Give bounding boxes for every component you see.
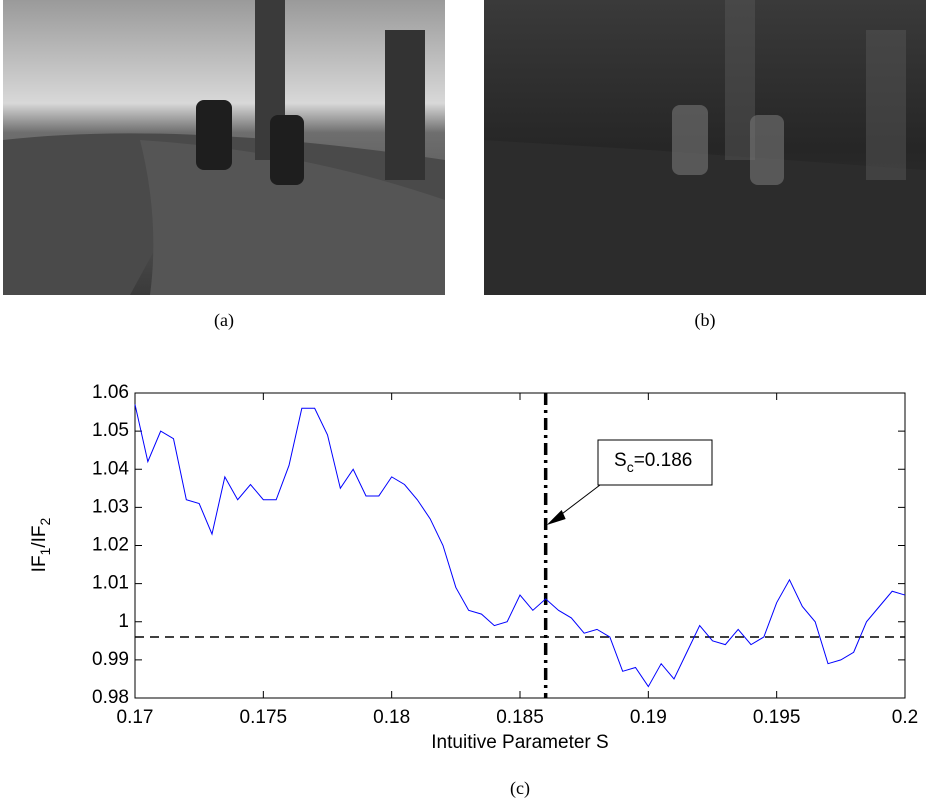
annotation-part: S [614,450,627,471]
x-tick-label: 0.19 [630,707,667,728]
x-tick-label: 0.175 [240,707,288,728]
y-label-part: IF [29,555,50,572]
y-tick-label: 0.98 [92,687,129,708]
y-tick-label: 1 [118,611,129,632]
y-tick-label: 1.03 [92,496,129,517]
x-tick-label: 0.195 [753,707,801,728]
data-line [134,404,906,688]
x-axis-label: Intuitive Parameter S [431,732,608,753]
x-tick-label: 0.18 [373,707,410,728]
x-tick-label: 0.17 [117,707,154,728]
y-label-part: 1 [37,547,53,555]
annotation: Sc=0.186 [614,450,692,475]
x-tick-label: 0.185 [496,707,544,728]
y-label-part: 2 [37,517,53,525]
annotation-part: c [627,459,634,475]
caption: (a) [214,310,234,331]
y-tick-label: 1.02 [92,535,129,556]
y-label-part: /IF [29,525,50,547]
y-tick-label: 0.99 [92,649,129,670]
y-axis-label: IF1/IF2 [29,517,53,572]
annotation-part: =0.186 [634,450,693,471]
plot-frame [134,392,906,699]
x-tick-label: 0.2 [892,707,918,728]
annotation-arrowhead [546,510,566,525]
caption: (c) [510,778,530,799]
annotation-box [597,439,713,486]
caption: (b) [695,310,716,331]
y-tick-label: 1.05 [92,420,129,441]
y-tick-label: 1.01 [92,573,129,594]
photo-b [484,0,926,295]
y-tick-label: 1.04 [92,458,129,479]
photo-a [3,0,445,295]
y-tick-label: 1.06 [92,382,129,403]
